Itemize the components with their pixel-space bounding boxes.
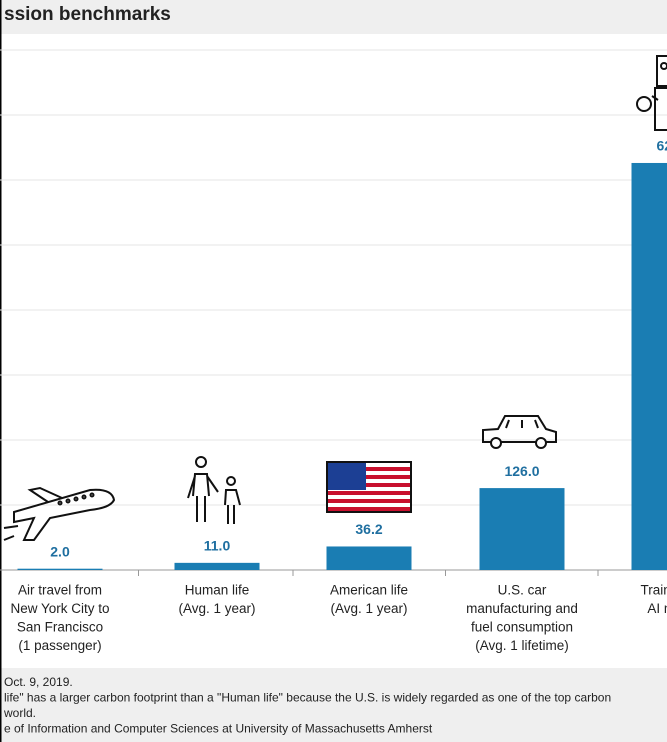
x-tick-label: (Avg. 1 year) xyxy=(178,601,255,616)
x-tick-label: Air travel from xyxy=(18,583,102,598)
x-tick-label: AI model xyxy=(647,601,667,616)
x-tick-label: Training an xyxy=(640,583,667,598)
plot: 2.0 Air travel from New York City to San Fr… xyxy=(0,49,667,653)
x-tick-label: American life xyxy=(330,583,408,598)
flag-icon xyxy=(326,461,412,513)
value-label: 36.2 xyxy=(355,521,382,537)
x-tick-label: (Avg. 1 lifetime) xyxy=(475,638,569,653)
value-label: 626.2 xyxy=(656,138,667,154)
footer-band xyxy=(0,668,667,742)
x-tick-label: (1 passenger) xyxy=(18,638,101,653)
value-label: 126.0 xyxy=(504,463,539,479)
x-tick-label: New York City to xyxy=(10,601,109,616)
plane-icon xyxy=(3,486,116,541)
bar xyxy=(479,488,565,570)
bar xyxy=(17,568,103,570)
value-label: 2.0 xyxy=(50,543,70,559)
x-tick-label: manufacturing and xyxy=(466,601,578,616)
x-tick-label: fuel consumption xyxy=(471,620,573,635)
people-icon xyxy=(187,456,241,524)
title-band xyxy=(0,0,667,34)
bar xyxy=(174,562,260,570)
chart-title: ssion benchmarks xyxy=(4,4,171,25)
footnote: e of Information and Computer Sciences a… xyxy=(4,722,433,736)
footnote: world. xyxy=(3,706,36,720)
x-tick-label: U.S. car xyxy=(498,583,547,598)
car-icon xyxy=(482,415,557,449)
x-tick-label: San Francisco xyxy=(17,620,103,635)
footnote: Oct. 9, 2019. xyxy=(4,675,73,689)
x-tick-label: (Avg. 1 year) xyxy=(330,601,407,616)
bar xyxy=(631,162,667,570)
bar xyxy=(326,546,412,570)
x-tick-label: Human life xyxy=(185,583,250,598)
robot-icon xyxy=(636,55,667,131)
footnotes: Oct. 9, 2019. life" has a larger carbon f… xyxy=(3,675,611,736)
footnote: life" has a larger carbon footprint than… xyxy=(4,691,611,705)
value-label: 11.0 xyxy=(204,538,231,554)
